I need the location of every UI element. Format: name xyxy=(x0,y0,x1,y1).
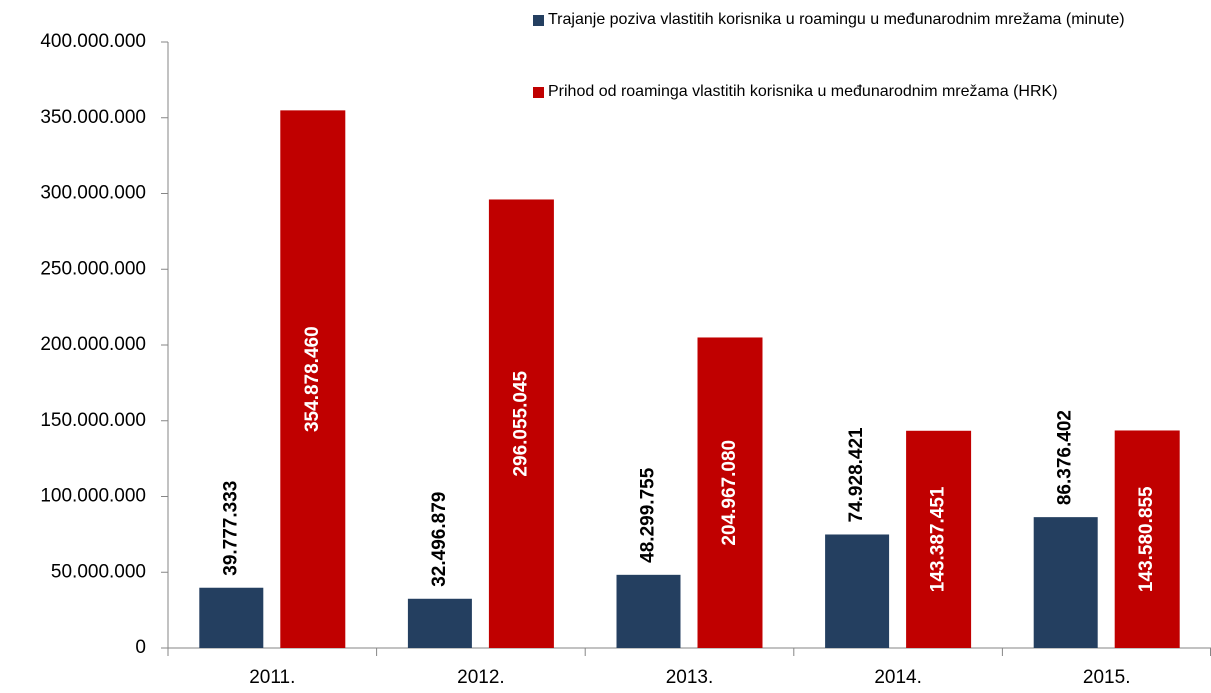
y-tick-label: 350.000.000 xyxy=(40,107,146,128)
bar xyxy=(697,337,763,648)
legend-item: Trajanje poziva vlastitih korisnika u ro… xyxy=(533,10,1173,30)
legend-label: Prihod od roaminga vlastitih korisnika u… xyxy=(548,83,1058,100)
data-label: 204.967.080 xyxy=(719,440,740,546)
data-label: 143.580.855 xyxy=(1136,486,1157,592)
x-tick-label: 2011. xyxy=(249,667,295,688)
data-label: 86.376.402 xyxy=(1055,410,1076,505)
bar xyxy=(616,574,681,648)
data-label: 48.299.755 xyxy=(638,467,659,563)
bar xyxy=(488,199,554,648)
y-tick-label: 50.000.000 xyxy=(51,561,146,582)
y-tick-label: 150.000.000 xyxy=(40,410,146,431)
bar xyxy=(825,534,890,648)
y-tick-label: 400.000.000 xyxy=(40,31,146,52)
bar xyxy=(280,110,346,648)
data-label: 296.055.045 xyxy=(510,370,531,476)
bar xyxy=(407,598,472,648)
data-label: 39.777.333 xyxy=(220,481,241,576)
legend-item: Prihod od roaminga vlastitih korisnika u… xyxy=(533,82,1173,102)
data-label: 354.878.460 xyxy=(302,326,323,432)
bar xyxy=(1114,430,1180,648)
y-tick-label: 250.000.000 xyxy=(40,258,146,279)
y-tick-label: 200.000.000 xyxy=(40,334,146,355)
legend-label: Trajanje poziva vlastitih korisnika u ro… xyxy=(548,11,1125,28)
x-tick-label: 2012. xyxy=(457,667,505,688)
x-tick-label: 2014. xyxy=(874,667,922,688)
y-tick-label: 100.000.000 xyxy=(40,486,146,507)
data-label: 74.928.421 xyxy=(846,427,867,523)
data-label: 143.387.451 xyxy=(928,486,949,592)
x-tick-label: 2015. xyxy=(1083,667,1131,688)
bar xyxy=(199,587,264,648)
bar xyxy=(906,430,972,648)
y-tick-label: 300.000.000 xyxy=(40,183,146,204)
x-tick-label: 2013. xyxy=(666,667,714,688)
legend-swatch xyxy=(533,15,544,26)
y-tick-label: 0 xyxy=(135,637,146,658)
bar xyxy=(1033,517,1098,648)
data-label: 32.496.879 xyxy=(429,492,450,587)
legend-swatch xyxy=(533,87,544,98)
